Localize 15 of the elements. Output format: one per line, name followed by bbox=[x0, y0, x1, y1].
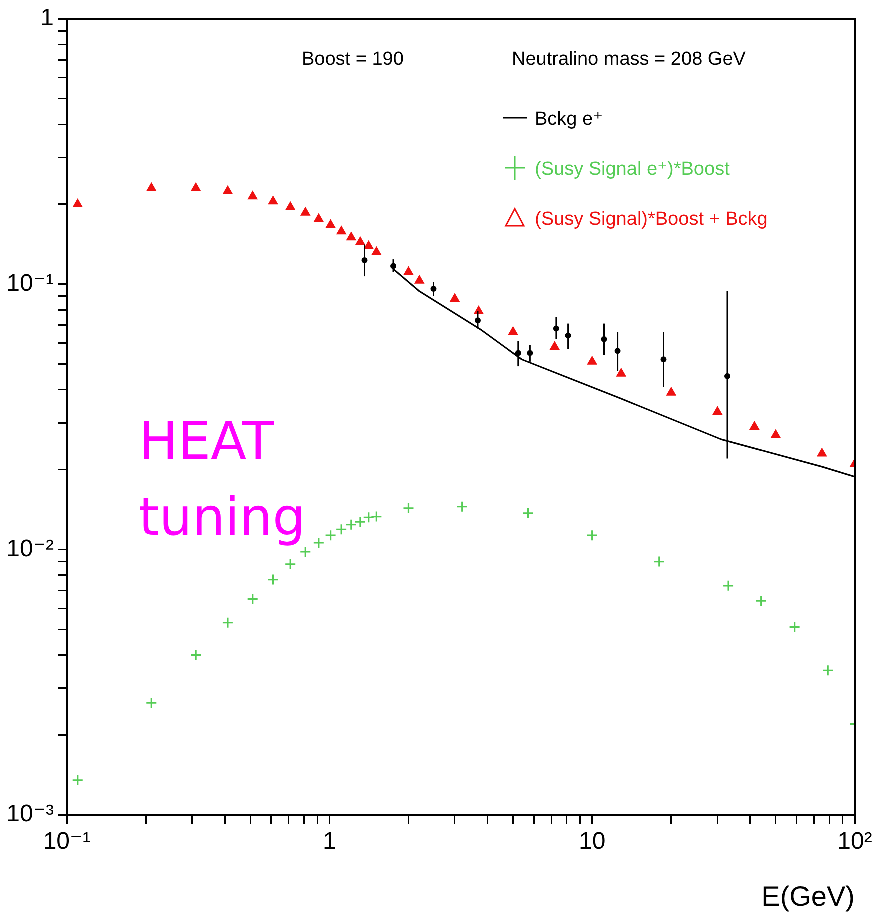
x-tick-label: 10⁻¹ bbox=[43, 828, 91, 856]
annotation: Neutralino mass = 208 GeV bbox=[512, 49, 746, 70]
y-tick-label: 10⁻³ bbox=[6, 800, 54, 828]
annotation: HEAT tuning bbox=[139, 412, 306, 548]
x-tick-label: 10 bbox=[578, 828, 606, 856]
legend-label: (Susy Signal e⁺)*Boost bbox=[535, 159, 731, 180]
legend-label: Bckg e⁺ bbox=[535, 109, 604, 130]
x-tick-label: 1 bbox=[322, 828, 336, 856]
y-tick-label: 10⁻² bbox=[6, 535, 54, 562]
x-tick-label: 10² bbox=[838, 828, 872, 856]
legend-label: (Susy Signal)*Boost + Bckg bbox=[535, 209, 768, 230]
y-tick-label: 1 bbox=[40, 4, 54, 32]
y-tick-label: 10⁻¹ bbox=[6, 270, 54, 297]
annotation: Boost = 190 bbox=[302, 49, 404, 70]
x-axis-title: E(GeV) bbox=[762, 880, 855, 912]
